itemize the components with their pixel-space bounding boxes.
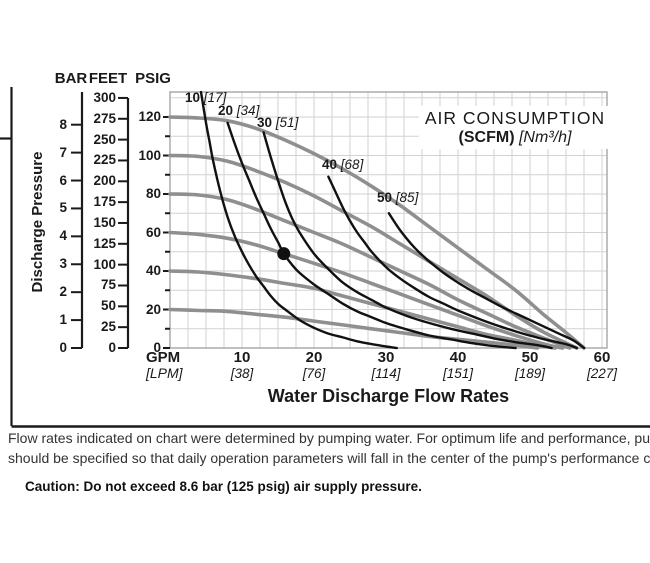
x-axis-secondary-unit: [LPM] xyxy=(146,365,183,381)
psig-scale-header: PSIG xyxy=(135,70,171,87)
performance-curve-40 xyxy=(168,269,557,350)
performance-curve-20 xyxy=(168,307,539,350)
chart-title-box: AIR CONSUMPTION (SCFM) [Nm³/h] xyxy=(419,106,611,149)
chart-title: AIR CONSUMPTION xyxy=(424,108,606,128)
air-consumption-curve-20 xyxy=(226,121,517,350)
chart-title-unit-nm3h: [Nm³/h] xyxy=(518,129,572,146)
performance-curve-120 xyxy=(168,115,586,350)
x-axis-primary-unit: GPM xyxy=(146,349,181,366)
caution-note: Caution: Do not exceed 8.6 bar (125 psig… xyxy=(25,479,422,494)
air-consumption-curve-30 xyxy=(262,131,553,350)
chart-title-unit-scfm: (SCFM) xyxy=(458,129,515,146)
air-consumption-curve-10 xyxy=(199,90,398,350)
chart-title-units: (SCFM) [Nm³/h] xyxy=(419,129,611,147)
air-consumption-curve-50 xyxy=(387,212,586,350)
air-consumption-curve-40 xyxy=(327,175,578,350)
bar-scale-header: BAR xyxy=(54,70,88,87)
y-axis-title: Discharge Pressure xyxy=(29,151,46,293)
performance-curve-80 xyxy=(168,192,572,350)
operating-point-dot xyxy=(277,247,291,261)
note-line-1: Flow rates indicated on chart were deter… xyxy=(8,430,650,446)
x-axis-title: Water Discharge Flow Rates xyxy=(267,386,510,406)
note-line-2: should be specified so that daily operat… xyxy=(8,450,650,466)
feet-scale-header: FEET xyxy=(88,70,128,87)
